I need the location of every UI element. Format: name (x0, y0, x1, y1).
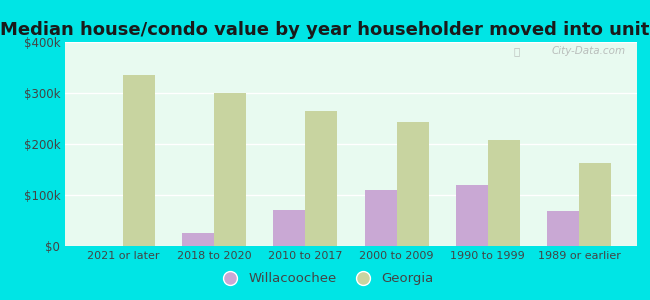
Bar (579, 163, 611, 246)
Bar (182, 233, 214, 246)
Bar (488, 140, 520, 246)
Text: Median house/condo value by year householder moved into unit: Median house/condo value by year househo… (0, 21, 650, 39)
Bar (123, 75, 155, 246)
Text: ⓘ: ⓘ (514, 46, 520, 56)
Bar (274, 210, 305, 246)
Bar (365, 190, 396, 246)
Bar (456, 185, 488, 246)
Text: City-Data.com: City-Data.com (551, 46, 625, 56)
Bar (214, 93, 246, 246)
Legend: Willacoochee, Georgia: Willacoochee, Georgia (211, 267, 439, 290)
Bar (396, 122, 428, 246)
Bar (547, 211, 579, 246)
Bar (306, 111, 337, 246)
